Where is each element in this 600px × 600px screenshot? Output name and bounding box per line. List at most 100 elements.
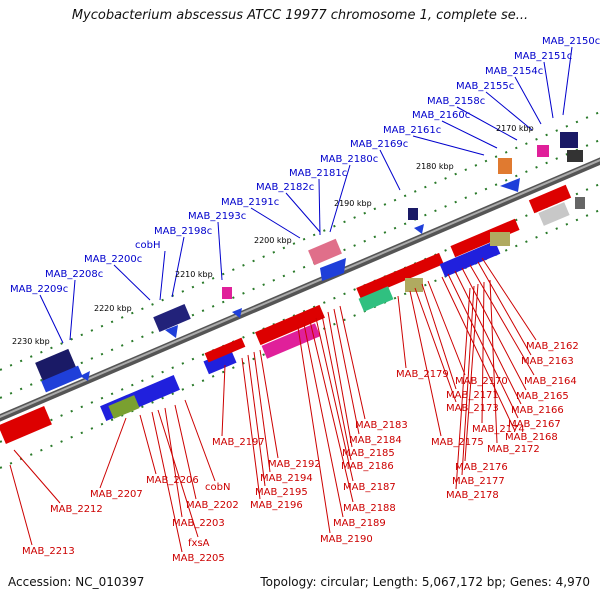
gene-label-MAB_2200c[interactable]: MAB_2200c: [84, 254, 142, 265]
leader-MAB_2177: [461, 285, 475, 476]
gene-label-MAB_2169c[interactable]: MAB_2169c: [350, 139, 408, 150]
gene-label-MAB_2176[interactable]: MAB_2176: [455, 462, 508, 473]
leader-MAB_2198c: [171, 236, 185, 298]
gene-label-MAB_2202[interactable]: MAB_2202: [186, 500, 239, 511]
gene-label-MAB_2174[interactable]: MAB_2174: [472, 424, 525, 435]
gene-label-MAB_2164[interactable]: MAB_2164: [524, 376, 577, 387]
leader-MAB_2155c: [485, 91, 533, 131]
leader-MAB_2170: [427, 280, 466, 376]
leader-MAB_2171: [421, 283, 457, 390]
leader-MAB_2197: [221, 364, 226, 437]
leader-fxsA: [157, 409, 199, 538]
gene-label-cobN[interactable]: cobN: [205, 482, 230, 493]
gene-label-MAB_2205[interactable]: MAB_2205: [172, 553, 225, 564]
gene-label-MAB_2203[interactable]: MAB_2203: [172, 518, 225, 529]
gene-label-MAB_2151c[interactable]: MAB_2151c: [514, 51, 572, 62]
leader-MAB_2180c: [329, 164, 351, 233]
gene-label-MAB_2207[interactable]: MAB_2207: [90, 489, 143, 500]
leader-cobH: [159, 250, 166, 301]
gene-label-MAB_2183[interactable]: MAB_2183: [355, 420, 408, 431]
gene-label-MAB_2179[interactable]: MAB_2179: [396, 369, 449, 380]
gene-label-MAB_2161c[interactable]: MAB_2161c: [383, 125, 441, 136]
leader-MAB_2186: [321, 314, 352, 461]
leader-MAB_2150c: [562, 46, 573, 116]
leader-MAB_2166: [454, 270, 522, 405]
gene-label-MAB_2180c[interactable]: MAB_2180c: [320, 154, 378, 165]
leader-MAB_2203: [164, 407, 183, 518]
gene-label-MAB_2168[interactable]: MAB_2168: [505, 432, 558, 443]
leader-MAB_2200c: [113, 264, 151, 301]
gene-label-fxsA[interactable]: fxsA: [188, 538, 210, 549]
leader-MAB_2151c: [543, 61, 554, 119]
gene-label-MAB_2167[interactable]: MAB_2167: [508, 419, 561, 430]
gene-label-MAB_2165[interactable]: MAB_2165: [516, 391, 569, 402]
leader-MAB_2191c: [250, 207, 301, 239]
gene-label-MAB_2181c[interactable]: MAB_2181c: [289, 168, 347, 179]
gene-label-MAB_2188[interactable]: MAB_2188: [343, 503, 396, 514]
leader-MAB_2184: [333, 308, 360, 435]
leader-MAB_2154c: [514, 76, 542, 125]
scale-label: 2230 kbp: [12, 337, 50, 346]
leader-MAB_2164: [469, 264, 535, 376]
gene-label-MAB_2212[interactable]: MAB_2212: [50, 504, 103, 515]
gene-label-MAB_2187[interactable]: MAB_2187: [343, 482, 396, 493]
gene-label-MAB_2189[interactable]: MAB_2189: [333, 518, 386, 529]
genome-summary: Topology: circular; Length: 5,067,172 bp…: [260, 575, 590, 589]
gene-label-MAB_2160c[interactable]: MAB_2160c: [412, 110, 470, 121]
gene-label-MAB_2171[interactable]: MAB_2171: [446, 390, 499, 401]
leader-MAB_2161c: [412, 135, 485, 156]
gene-label-cobH[interactable]: cobH: [135, 240, 160, 251]
gene-label-MAB_2191c[interactable]: MAB_2191c: [221, 197, 279, 208]
scale-label: 2190 kbp: [334, 199, 372, 208]
leader-MAB_2178: [455, 287, 471, 490]
gene-label-MAB_2175[interactable]: MAB_2175: [431, 437, 484, 448]
scale-label: 2200 kbp: [254, 236, 292, 245]
leader-MAB_2196: [241, 357, 261, 500]
gene-label-MAB_2150c[interactable]: MAB_2150c: [542, 36, 600, 47]
gene-label-MAB_2172[interactable]: MAB_2172: [487, 444, 540, 455]
forward-label-leaders: [39, 46, 573, 344]
gene-label-MAB_2177[interactable]: MAB_2177: [452, 476, 505, 487]
gene-label-MAB_2182c[interactable]: MAB_2182c: [256, 182, 314, 193]
gene-label-MAB_2209c[interactable]: MAB_2209c: [10, 284, 68, 295]
gene-blocks: [0, 132, 585, 444]
gene-label-MAB_2213[interactable]: MAB_2213: [22, 546, 75, 557]
gene-label-MAB_2162[interactable]: MAB_2162: [526, 341, 579, 352]
gene-label-MAB_2154c[interactable]: MAB_2154c: [485, 66, 543, 77]
leader-MAB_2206: [139, 414, 157, 475]
gene-label-MAB_2208c[interactable]: MAB_2208c: [45, 269, 103, 280]
scale-label: 2170 kbp: [496, 124, 534, 133]
leader-MAB_2181c: [318, 178, 321, 236]
leader-MAB_2213: [9, 464, 33, 546]
gene-label-MAB_2190[interactable]: MAB_2190: [320, 534, 373, 545]
leader-MAB_2187: [315, 317, 354, 482]
leader-MAB_2205: [151, 411, 183, 553]
map-title: Mycobacterium abscessus ATCC 19977 chrom…: [71, 8, 529, 23]
gene-label-MAB_2163[interactable]: MAB_2163: [521, 356, 574, 367]
gene-label-MAB_2196[interactable]: MAB_2196: [250, 500, 303, 511]
gene-label-MAB_2173[interactable]: MAB_2173: [446, 403, 499, 414]
gene-label-MAB_2195[interactable]: MAB_2195: [255, 487, 308, 498]
leader-MAB_2207: [99, 417, 127, 489]
gene-label-MAB_2155c[interactable]: MAB_2155c: [456, 81, 514, 92]
gene-label-MAB_2166[interactable]: MAB_2166: [511, 405, 564, 416]
gene-label-MAB_2170[interactable]: MAB_2170: [455, 376, 508, 387]
gene-label-MAB_2206[interactable]: MAB_2206: [146, 475, 199, 486]
gene-label-MAB_2184[interactable]: MAB_2184: [349, 435, 402, 446]
gene-label-MAB_2185[interactable]: MAB_2185: [342, 448, 395, 459]
gene-label-MAB_2192[interactable]: MAB_2192: [268, 459, 321, 470]
leader-MAB_2158c: [456, 106, 518, 141]
scale-label: 2220 kbp: [94, 304, 132, 313]
gene-label-MAB_2186[interactable]: MAB_2186: [341, 461, 394, 472]
gene-label-MAB_2158c[interactable]: MAB_2158c: [427, 96, 485, 107]
reverse-gene-labels: MAB_2162 MAB_2163 MAB_2164 MAB_2165 MAB_2166…: [22, 341, 579, 564]
leader-MAB_2188: [309, 320, 354, 503]
gene-label-MAB_2197[interactable]: MAB_2197: [212, 437, 265, 448]
leader-MAB_2195: [247, 354, 266, 487]
gene-label-MAB_2193c[interactable]: MAB_2193c: [188, 211, 246, 222]
leader-MAB_2175: [409, 290, 442, 437]
gene-label-MAB_2178[interactable]: MAB_2178: [446, 490, 499, 501]
gene-label-MAB_2194[interactable]: MAB_2194: [260, 473, 313, 484]
gene-label-MAB_2198c[interactable]: MAB_2198c: [154, 226, 212, 237]
